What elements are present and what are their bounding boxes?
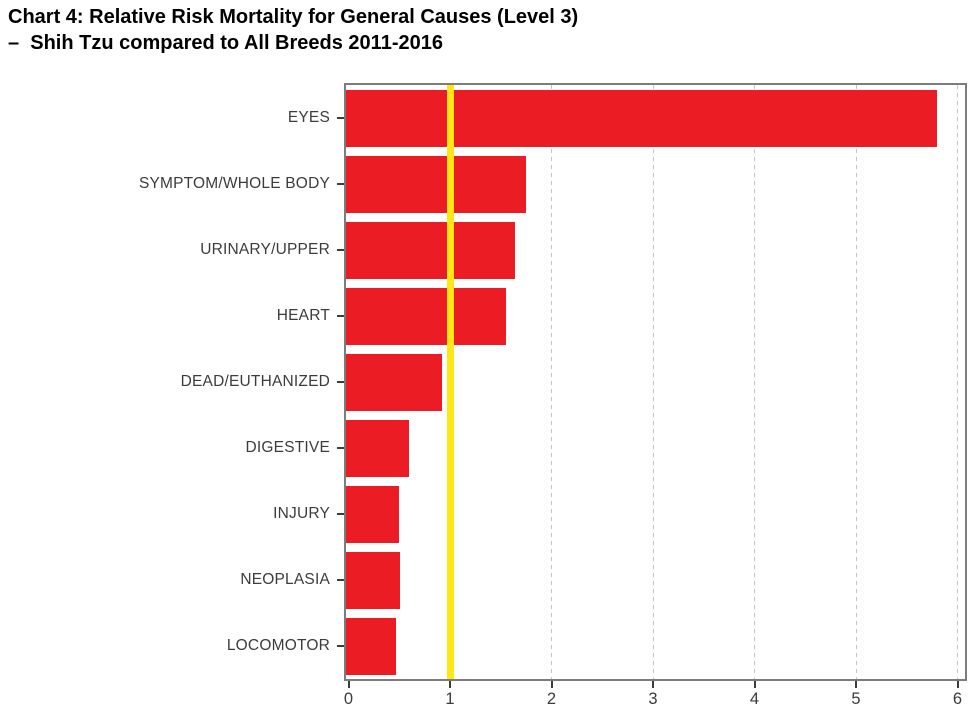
gridline-x6: [957, 85, 958, 679]
bar-symptom-whole-body: [346, 155, 527, 213]
y-tick: [337, 645, 344, 647]
category-label: INJURY: [273, 505, 330, 522]
x-tick: [449, 681, 451, 688]
category-label: DIGESTIVE: [245, 439, 330, 456]
reference-line-rr1: [446, 85, 454, 679]
y-tick: [337, 381, 344, 383]
category-label: NEOPLASIA: [240, 571, 330, 588]
x-axis: 0 1 2 3 4 5 6: [0, 681, 973, 716]
x-tick-label: 4: [749, 690, 760, 708]
x-tick-label: 0: [343, 690, 354, 708]
y-tick: [337, 117, 344, 119]
x-tick-label: 1: [445, 690, 455, 708]
bar-dead-euthanized: [346, 353, 442, 411]
x-tick: [753, 681, 756, 688]
category-label: LOCOMOTOR: [226, 637, 330, 654]
chart-title-line2: – Shih Tzu compared to All Breeds 2011-2…: [8, 32, 443, 54]
category-label: EYES: [287, 109, 330, 126]
y-tick: [337, 513, 344, 515]
bar-neoplasia: [346, 551, 401, 609]
y-axis-gutter: EYES SYMPTOM/WHOLE BODY URINARY/UPPER HEART…: [0, 83, 344, 681]
bar-eyes: [346, 89, 938, 147]
bar-heart: [346, 287, 506, 345]
y-tick: [337, 249, 344, 251]
y-tick: [337, 447, 344, 449]
plot-area: [344, 83, 967, 681]
bar-injury: [346, 485, 400, 543]
gridline-x3: [652, 85, 654, 679]
x-tick: [956, 681, 959, 688]
bar-digestive: [346, 419, 410, 477]
y-tick: [337, 315, 344, 317]
x-tick-label: 6: [952, 690, 963, 708]
x-tick-label: 3: [648, 690, 658, 708]
x-tick: [347, 681, 350, 688]
gridline-x2: [551, 85, 552, 679]
category-label: URINARY/UPPER: [200, 241, 330, 258]
chart-title-line1: Chart 4: Relative Risk Mortality for Gen…: [8, 6, 579, 28]
x-tick: [855, 681, 857, 688]
x-tick-label: 5: [851, 690, 861, 708]
y-tick: [337, 183, 344, 185]
y-tick: [337, 579, 344, 581]
category-label: HEART: [276, 307, 330, 324]
category-label: DEAD/EUTHANIZED: [180, 373, 330, 390]
bar-urinary-upper: [346, 221, 515, 279]
x-tick: [550, 681, 553, 688]
x-tick-label: 2: [546, 690, 557, 708]
category-label: SYMPTOM/WHOLE BODY: [138, 175, 330, 192]
x-tick: [652, 681, 654, 688]
gridline-x4: [754, 85, 755, 679]
gridline-x5: [855, 85, 857, 679]
bar-locomotor: [346, 617, 397, 675]
